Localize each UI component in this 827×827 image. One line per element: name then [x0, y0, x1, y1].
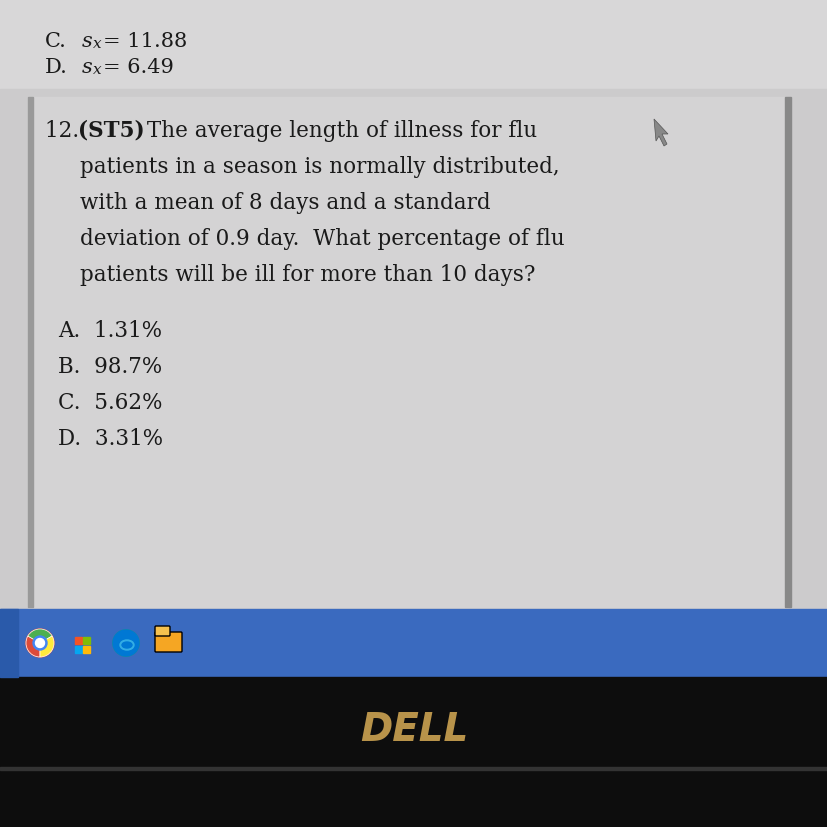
Text: DELL: DELL [360, 710, 467, 748]
Text: patients in a season is normally distributed,: patients in a season is normally distrib… [80, 155, 559, 178]
Text: = 6.49: = 6.49 [103, 58, 174, 77]
Text: D.  3.31%: D. 3.31% [58, 428, 163, 449]
Wedge shape [28, 629, 52, 643]
Text: x: x [93, 37, 102, 51]
Circle shape [112, 630, 139, 656]
Wedge shape [40, 636, 54, 657]
Bar [0, 767, 827, 770]
Text: B.  98.7%: B. 98.7% [58, 356, 162, 378]
Bar [0, 609, 827, 677]
FancyBboxPatch shape [155, 626, 170, 636]
Bar [84, 646, 90, 653]
Bar [75, 638, 82, 644]
Text: (ST5): (ST5) [78, 120, 145, 141]
Bar [784, 98, 790, 607]
Text: s: s [82, 32, 93, 51]
Circle shape [33, 636, 47, 650]
Bar [84, 638, 90, 644]
Wedge shape [26, 636, 40, 657]
Text: patients will be ill for more than 10 days?: patients will be ill for more than 10 da… [80, 264, 535, 285]
Text: deviation of 0.9 day.  What percentage of flu: deviation of 0.9 day. What percentage of… [80, 227, 564, 250]
Bar [28, 98, 787, 607]
Ellipse shape [120, 640, 134, 650]
Bar [0, 90, 827, 609]
Circle shape [26, 629, 54, 657]
Ellipse shape [122, 643, 131, 648]
Bar [0, 609, 18, 677]
Text: The average length of illness for flu: The average length of illness for flu [140, 120, 537, 141]
Text: C.  5.62%: C. 5.62% [58, 391, 162, 414]
FancyBboxPatch shape [155, 632, 182, 653]
Circle shape [36, 638, 45, 648]
Text: s: s [82, 58, 93, 77]
Text: 12.: 12. [45, 120, 86, 141]
Circle shape [112, 630, 139, 656]
Bar [75, 646, 82, 653]
Text: A.  1.31%: A. 1.31% [58, 319, 162, 342]
Bar [0, 0, 827, 609]
Text: with a mean of 8 days and a standard: with a mean of 8 days and a standard [80, 192, 490, 213]
Text: x: x [93, 63, 102, 77]
Bar [28, 98, 33, 607]
Bar [0, 677, 827, 827]
Text: = 11.88: = 11.88 [103, 32, 187, 51]
Text: D.: D. [45, 58, 68, 77]
Polygon shape [653, 120, 667, 147]
Text: C.: C. [45, 32, 67, 51]
